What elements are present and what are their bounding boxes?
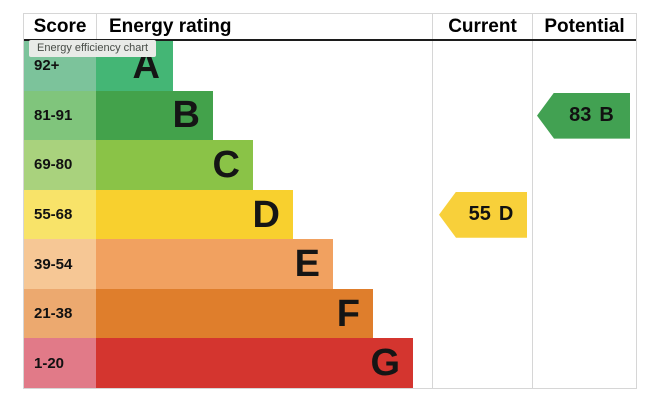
rating-bar-e: E	[96, 239, 333, 289]
table-header: Score Energy rating Current Potential	[24, 14, 636, 41]
score-range-label: 55-68	[24, 189, 96, 240]
rating-bar-f: F	[96, 288, 373, 339]
epc-rating-table: Score Energy rating Current Potential 92…	[23, 13, 637, 389]
header-potential: Potential	[532, 14, 636, 39]
score-range-label: 1-20	[24, 338, 96, 389]
current-column: 55 D	[432, 41, 532, 388]
header-current: Current	[432, 14, 532, 39]
band-letter: G	[370, 342, 400, 385]
potential-arrow: 83 B	[537, 92, 630, 139]
band-letter: F	[336, 292, 360, 335]
band-row-c: 69-80 C	[24, 140, 432, 190]
rating-bar-d: D	[96, 189, 293, 240]
chart-tooltip: Energy efficiency chart	[29, 40, 157, 57]
band-row-g: 1-20 G	[24, 338, 432, 389]
band-row-e: 39-54 E	[24, 239, 432, 289]
band-row-d: 55-68 D	[24, 189, 432, 240]
potential-value: 83	[569, 104, 592, 127]
header-energy-rating: Energy rating	[109, 15, 232, 37]
bands: 92+ A 81-91 B 69-80 C 55-68 D 39-54 E 21-38 F 1-20 G	[24, 41, 432, 389]
header-score: Score	[24, 14, 97, 39]
band-letter: E	[294, 243, 320, 286]
rating-bar-g: G	[96, 338, 413, 389]
band-row-f: 21-38 F	[24, 288, 432, 339]
score-range-label: 39-54	[24, 239, 96, 289]
rating-bar-c: C	[96, 140, 253, 190]
band-row-b: 81-91 B	[24, 90, 432, 141]
score-range-label: 21-38	[24, 288, 96, 339]
table-body: 92+ A 81-91 B 69-80 C 55-68 D 39-54 E 21-38 F 1-20 G …	[24, 41, 636, 389]
potential-letter: B	[599, 104, 614, 127]
potential-column: 83 B	[532, 41, 636, 388]
rating-bar-b: B	[96, 90, 213, 141]
current-value: 55	[468, 203, 491, 226]
current-letter: D	[498, 203, 514, 226]
band-letter: D	[252, 193, 280, 236]
score-range-label: 81-91	[24, 90, 96, 141]
current-arrow: 55 D	[439, 191, 527, 238]
band-letter: B	[172, 94, 200, 137]
score-range-label: 69-80	[24, 140, 96, 190]
band-letter: C	[212, 143, 240, 186]
